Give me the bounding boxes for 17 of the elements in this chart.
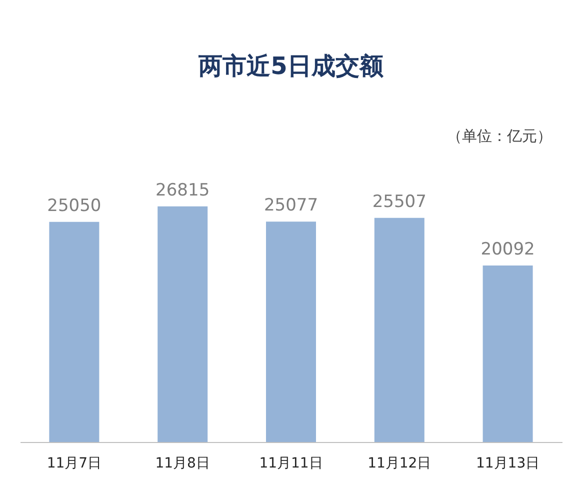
chart-title: 两市近5日成交额: [198, 52, 384, 80]
data-label: 26815: [156, 180, 210, 200]
bar: [49, 222, 100, 442]
bar: [482, 265, 533, 442]
bar: [158, 206, 208, 442]
data-label: 25050: [47, 196, 102, 216]
x-tick-label: 11月11日: [259, 456, 323, 472]
data-label: 25077: [264, 196, 318, 216]
data-label: 20092: [480, 239, 535, 260]
x-tick-label: 11月13日: [476, 456, 540, 472]
bar: [266, 222, 316, 442]
data-label: 25507: [372, 192, 426, 212]
x-tick-label: 11月7日: [46, 456, 102, 472]
bar: [374, 218, 424, 442]
x-tick-label: 11月12日: [368, 456, 432, 472]
x-tick-label: 11月8日: [155, 456, 210, 472]
text: （单位：亿元）: [447, 127, 552, 145]
